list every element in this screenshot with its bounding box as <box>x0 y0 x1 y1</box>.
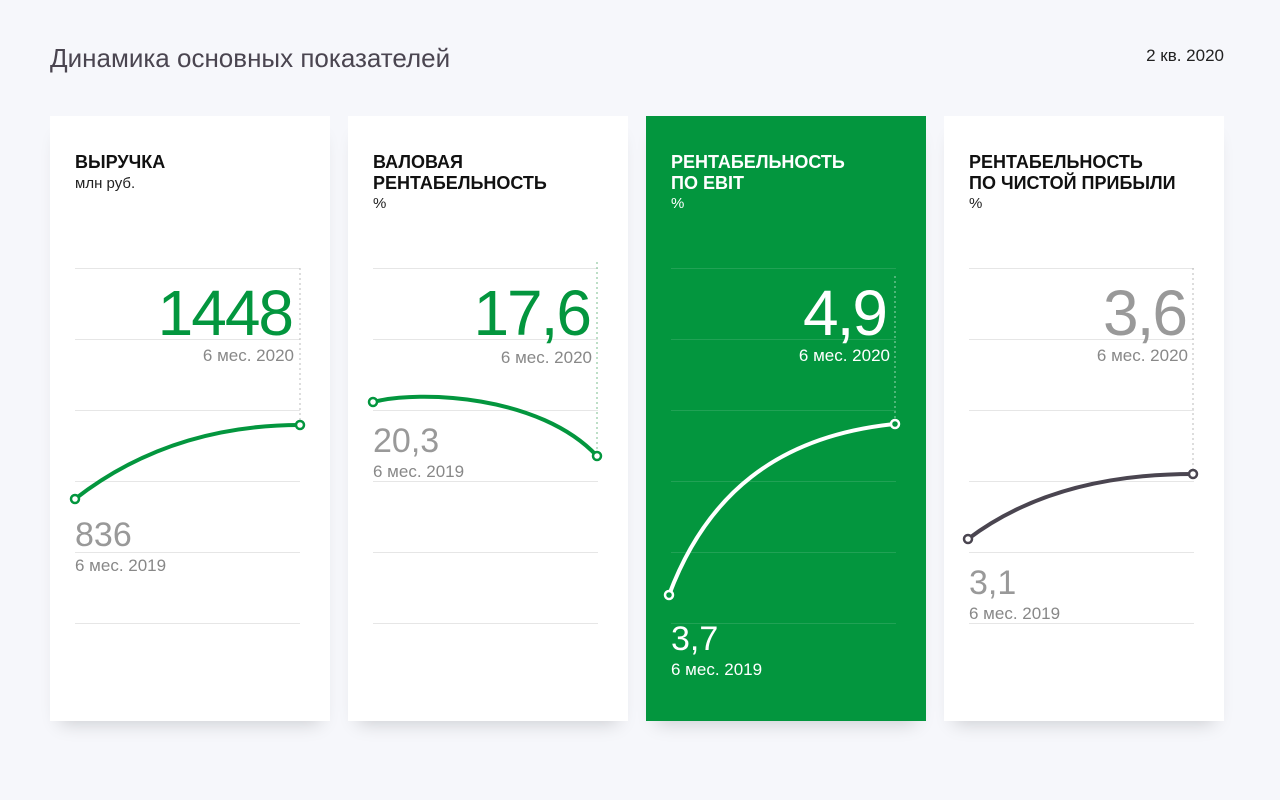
gridline <box>75 623 300 624</box>
revenue-card: ВЫРУЧКА млн руб. 1448 6 мес. 2020 836 6 … <box>50 116 330 721</box>
gridline <box>373 623 598 624</box>
net-margin-card: РЕНТАБЕЛЬНОСТЬ ПО ЧИСТОЙ ПРИБЫЛИ % 3,6 6… <box>944 116 1224 721</box>
label-2019: 6 мес. 2019 <box>75 556 167 575</box>
point-2020 <box>591 450 603 462</box>
point-2020 <box>889 418 901 430</box>
gridline <box>373 552 598 553</box>
gridline <box>671 339 896 340</box>
gridline <box>969 268 1194 269</box>
gridline <box>75 339 300 340</box>
gross-margin-card: ВАЛОВАЯ РЕНТАБЕЛЬНОСТЬ % 17,6 6 мес. 202… <box>348 116 628 721</box>
card-title: ВЫРУЧКА <box>75 152 166 172</box>
page-title: Динамика основных показателей <box>50 43 451 73</box>
series-line <box>73 423 301 501</box>
point-2020 <box>1187 468 1199 480</box>
value-2019: 3,1 <box>969 564 1017 602</box>
point-2020 <box>294 419 306 431</box>
card-title: ВАЛОВАЯ РЕНТАБЕЛЬНОСТЬ <box>373 152 547 193</box>
gridline <box>969 552 1194 553</box>
line-plot <box>367 262 603 462</box>
gridline <box>969 481 1194 482</box>
point-2019 <box>663 589 675 601</box>
card-unit: % <box>671 195 685 212</box>
period-label: 2 кв. 2020 <box>1146 46 1224 65</box>
gridline <box>373 339 598 340</box>
value-2020: 1448 <box>157 277 294 349</box>
value-2019: 20,3 <box>373 422 440 460</box>
ebit-margin-card: РЕНТАБЕЛЬНОСТЬ ПО EBIT % 4,9 6 мес. 2020… <box>646 116 926 721</box>
label-2020: 6 мес. 2020 <box>500 348 592 367</box>
line-plot <box>663 276 901 601</box>
point-2019 <box>367 396 379 408</box>
gridline <box>671 410 896 411</box>
series-line <box>966 472 1194 541</box>
point-2019 <box>962 533 974 545</box>
line-plot <box>69 268 306 505</box>
line-plot <box>962 268 1199 545</box>
gridline <box>75 552 300 553</box>
gridline <box>373 481 598 482</box>
gridline <box>969 623 1194 624</box>
label-2020: 6 мес. 2020 <box>1096 346 1188 365</box>
series-line <box>667 422 896 596</box>
gridline <box>671 623 896 624</box>
gridline <box>671 481 896 482</box>
card-unit: % <box>969 195 983 212</box>
label-2019: 6 мес. 2019 <box>969 604 1061 623</box>
card-title: РЕНТАБЕЛЬНОСТЬ ПО EBIT <box>671 152 845 193</box>
card-title: РЕНТАБЕЛЬНОСТЬ ПО ЧИСТОЙ ПРИБЫЛИ <box>969 152 1176 193</box>
value-2019: 3,7 <box>671 620 719 658</box>
value-2020: 17,6 <box>473 277 592 349</box>
label-2020: 6 мес. 2020 <box>202 346 294 365</box>
gridline <box>75 268 300 269</box>
value-2020: 4,9 <box>803 277 888 349</box>
gridline <box>671 552 896 553</box>
gridline <box>671 268 896 269</box>
card-unit: % <box>373 195 387 212</box>
value-2019: 836 <box>75 516 132 554</box>
gridline <box>373 268 598 269</box>
gridline <box>969 339 1194 340</box>
label-2019: 6 мес. 2019 <box>671 660 763 679</box>
label-2019: 6 мес. 2019 <box>373 462 465 481</box>
point-2019 <box>69 493 81 505</box>
gridline <box>75 410 300 411</box>
gridline <box>75 481 300 482</box>
label-2020: 6 мес. 2020 <box>798 346 890 365</box>
card-unit: млн руб. <box>75 175 136 192</box>
gridline <box>373 410 598 411</box>
gridline <box>969 410 1194 411</box>
series-line <box>372 394 599 458</box>
value-2020: 3,6 <box>1103 277 1188 349</box>
